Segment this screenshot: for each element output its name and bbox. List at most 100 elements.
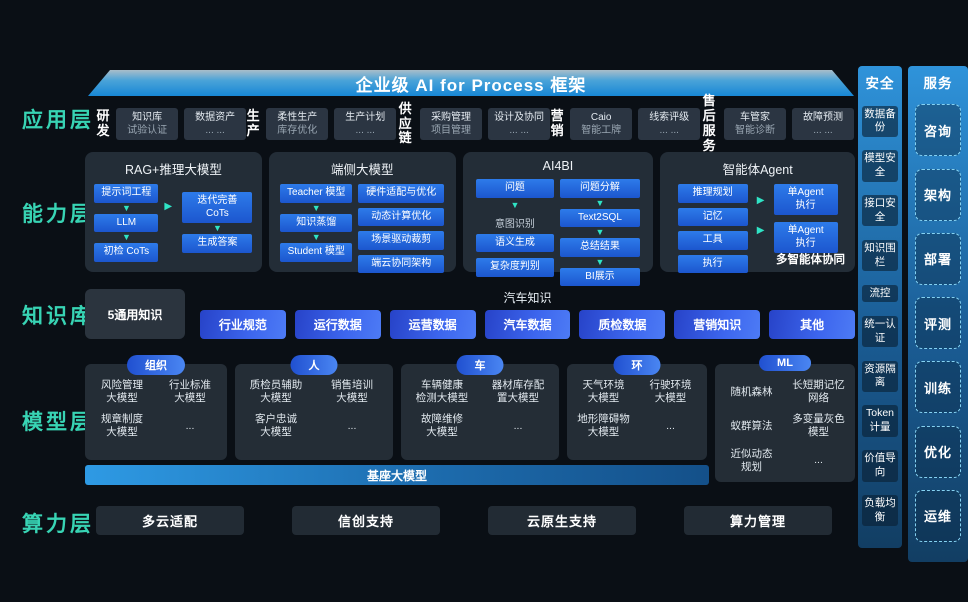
- flow-box: 语义生成: [475, 233, 554, 252]
- security-item: 数据备份: [862, 105, 898, 137]
- app-box-line: 设计及协同: [494, 112, 545, 123]
- service-item: 优化: [915, 425, 961, 478]
- security-item: 流控: [862, 284, 898, 303]
- knowledge-pill: 营销知识: [674, 310, 761, 339]
- flow-box: 复杂度判别: [475, 258, 554, 277]
- model-layer-row: 组织 风险管理 大模型 行业标准 大模型 规章制度 大模型 ... 人 质检员辅…: [85, 355, 855, 482]
- model-item: 蚁群算法: [730, 419, 773, 432]
- arrow-right-icon: ▶: [164, 201, 173, 212]
- model-item: 器材库存配 置大模型: [491, 379, 545, 405]
- application-layer-row: 研发 知识库 试验认证 数据资产 ... ... 生产 柔性生产 库存优化 生产…: [96, 93, 854, 153]
- layer-label-knowledge: 知识库: [22, 305, 94, 328]
- flow-box: 推理规划: [677, 184, 748, 203]
- arrow-down-icon: ▼: [510, 199, 520, 210]
- model-group-org: 组织 风险管理 大模型 行业标准 大模型 规章制度 大模型 ...: [85, 355, 227, 460]
- model-group-tag: ML: [759, 355, 811, 371]
- arrow-down-icon: ▼: [121, 232, 131, 242]
- model-item: ...: [814, 454, 823, 467]
- app-group-name: 营销: [550, 108, 564, 138]
- model-item: 行驶环境 大模型: [649, 379, 692, 405]
- model-item: ...: [666, 419, 675, 432]
- app-box: 故障预测 ... ...: [792, 108, 854, 140]
- app-box-line: 柔性生产: [277, 112, 318, 123]
- flow-box: 问题: [475, 179, 554, 198]
- app-box: 知识库 试验认证: [116, 108, 179, 140]
- model-item: 多变量灰色 模型: [792, 413, 845, 439]
- service-item: 运维: [915, 489, 961, 542]
- model-item: ...: [185, 419, 195, 432]
- flow-box: 总结结果: [559, 238, 640, 257]
- model-item: ...: [347, 419, 357, 432]
- app-group-aftersales: 售后服务 车管家 智能诊断 故障预测 ... ...: [700, 93, 854, 154]
- app-group-production: 生产 柔性生产 库存优化 生产计划 ... ...: [246, 108, 397, 140]
- panel-rag: RAG+推理大模型 提示词工程 ▼ LLM ▼ 初检 CoTs ▶ 迭代完善 C…: [85, 152, 262, 272]
- flow-box: Text2SQL: [559, 208, 640, 227]
- model-item: 近似动态 规划: [730, 447, 773, 473]
- model-group-tag: 环: [613, 355, 661, 375]
- service-item: 部署: [915, 232, 961, 285]
- knowledge-pill: 运营数据: [389, 310, 476, 339]
- security-item: 负载均衡: [862, 495, 898, 527]
- arrow-right-icon: ▶: [756, 225, 765, 236]
- security-item: 知识围栏: [862, 239, 898, 272]
- arrow-down-icon: ▼: [595, 227, 605, 237]
- flow-box: Student 模型: [280, 243, 353, 262]
- security-item: 统一认证: [862, 315, 898, 348]
- flow-box: 动态计算优化: [358, 207, 445, 226]
- app-group-name: 供应链: [398, 100, 412, 146]
- compute-layer-row: 多云适配 信创支持 云原生支持 算力管理: [96, 506, 832, 535]
- flow-box: 工具: [677, 231, 748, 250]
- model-group-ml: ML 随机森林 长短期记忆 网络 蚁群算法 多变量灰色 模型 近似动态 规划 .…: [715, 355, 855, 482]
- multi-agent-label: 多智能体协同: [776, 254, 845, 266]
- app-box-line: 生产计划: [345, 112, 386, 123]
- model-item: 车辆健康 检测大模型: [415, 379, 469, 405]
- knowledge-pill: 质检数据: [579, 310, 666, 339]
- flow-box: 单Agent 执行: [773, 184, 838, 215]
- security-item: Token计量: [862, 405, 898, 437]
- app-box-line: 线索评级: [649, 112, 690, 123]
- app-box-line: Caio: [590, 112, 612, 123]
- model-item: ...: [513, 419, 523, 432]
- app-group-name: 研发: [96, 108, 110, 138]
- flow-box: 生成答案: [182, 234, 253, 253]
- flow-step-label: 意图识别: [494, 218, 535, 230]
- service-item: 咨询: [915, 104, 961, 157]
- app-box: 车管家 智能诊断: [724, 108, 786, 140]
- app-group-rd: 研发 知识库 试验认证 数据资产 ... ...: [96, 108, 247, 140]
- panel-agent: 智能体Agent 推理规划 记忆 工具 执行 ▶ ▶ 单Agent 执行 单Ag…: [660, 152, 855, 273]
- app-group-marketing: 营销 Caio 智能工牌 线索评级 ... ...: [550, 108, 701, 140]
- flow-box: LLM: [94, 213, 159, 232]
- arrow-right-icon: ▶: [756, 195, 765, 206]
- model-item: 客户忠诚 大模型: [255, 413, 297, 439]
- app-box: 线索评级 ... ...: [638, 108, 701, 140]
- title-banner: 企业级 AI for Process 框架: [88, 70, 854, 96]
- model-item: 天气环境 大模型: [582, 379, 625, 405]
- compute-item-xinchuang: 信创支持: [292, 506, 440, 535]
- knowledge-pills-row: 行业规范 运行数据 运营数据 汽车数据 质检数据 营销知识 其他: [200, 310, 856, 339]
- flow-box: BI展示: [559, 267, 640, 286]
- app-group-supplychain: 供应链 采购管理 项目管理 设计及协同 ... ...: [396, 100, 551, 147]
- app-box: 设计及协同 ... ...: [488, 108, 551, 140]
- auto-knowledge-header: 汽车知识: [503, 291, 552, 305]
- arrow-down-icon: ▼: [212, 223, 222, 233]
- model-group-people: 人 质检员辅助 大模型 销售培训 大模型 客户忠诚 大模型 ...: [235, 355, 393, 460]
- panel-title: AI4BI: [542, 159, 574, 173]
- arrow-down-icon: ▼: [595, 256, 605, 267]
- services-strip: 服务 咨询 架构 部署 评测 训练 优化 运维: [908, 66, 968, 562]
- knowledge-pill: 汽车数据: [484, 310, 571, 339]
- flow-box: 场景驱动裁剪: [358, 231, 445, 250]
- app-box-line: ... ...: [355, 125, 375, 136]
- model-group-tag: 人: [290, 355, 338, 375]
- model-item: 销售培训 大模型: [331, 379, 373, 405]
- app-box-line: ... ...: [509, 125, 529, 136]
- base-model-banner: 基座大模型: [85, 465, 709, 485]
- app-box-line: ... ...: [813, 125, 833, 136]
- app-box-line: ... ...: [205, 125, 225, 136]
- app-box-line: 数据资产: [195, 112, 236, 123]
- general-knowledge-box: 5通用知识: [85, 289, 185, 339]
- app-box: 采购管理 项目管理: [420, 108, 483, 140]
- model-item: 规章制度 大模型: [101, 413, 143, 439]
- panel-title: 智能体Agent: [722, 163, 793, 177]
- model-item: 长短期记忆 网络: [792, 379, 845, 405]
- flow-box: 提示词工程: [94, 184, 159, 203]
